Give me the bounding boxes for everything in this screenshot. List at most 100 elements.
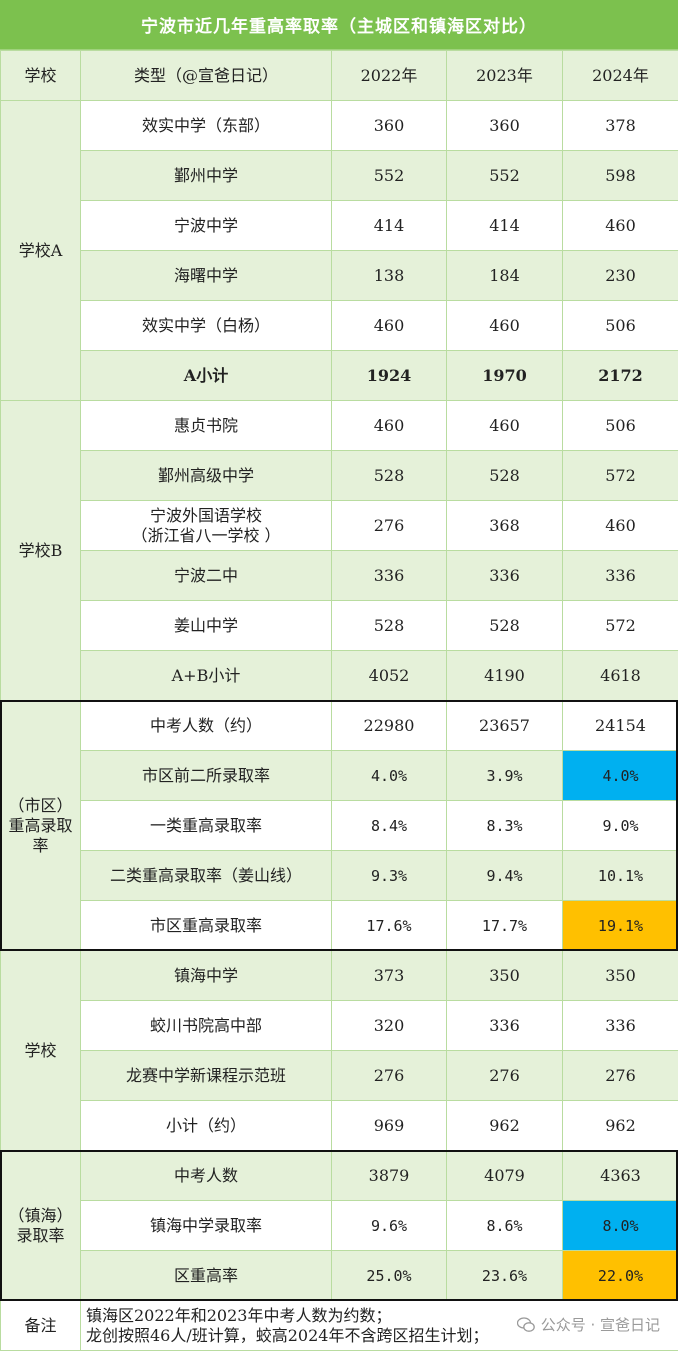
row-name: 蛟川书院高中部 xyxy=(80,1000,332,1051)
row-name: 市区重高录取率 xyxy=(80,900,332,951)
value-2024: 506 xyxy=(562,400,678,451)
value-2024: 2172 xyxy=(562,350,678,401)
row-name: 海曙中学 xyxy=(80,250,332,301)
value-2023: 962 xyxy=(446,1100,563,1151)
table-row: 学校A 效实中学（东部） 360 360 378 xyxy=(0,100,678,401)
header-2022: 2022年 xyxy=(331,50,447,101)
value-2022: 320 xyxy=(331,1000,447,1051)
table-row: （市区） 重高录取率 中考人数（约） 22980 23657 24154 xyxy=(0,700,678,951)
table-row: 海曙中学 138 184 230 xyxy=(1,250,678,301)
table-row: 区重高率 25.0% 23.6% 22.0% xyxy=(1,1250,678,1301)
row-name: 宁波二中 xyxy=(80,550,332,601)
header-school: 学校 xyxy=(0,50,81,101)
value-2023: 460 xyxy=(446,400,563,451)
value-2023: 3.9% xyxy=(446,750,563,801)
value-2022: 9.6% xyxy=(331,1200,447,1251)
table-row: 市区前二所录取率 4.0% 3.9% 4.0% xyxy=(1,750,678,801)
value-2023: 552 xyxy=(446,150,563,201)
group-label-b: 学校B xyxy=(0,400,81,701)
row-name: A小计 xyxy=(80,350,332,401)
value-2024-highlight: 4.0% xyxy=(562,750,678,801)
value-2023: 360 xyxy=(446,100,563,151)
value-2024: 4363 xyxy=(562,1150,678,1201)
table-row: 鄞州中学 552 552 598 xyxy=(1,150,678,201)
group-label-zhenhai-rate: （镇海） 录取率 xyxy=(0,1150,81,1301)
header-2023: 2023年 xyxy=(446,50,563,101)
value-2023: 336 xyxy=(446,550,563,601)
table-row: 学校B 惠贞书院 460 460 506 xyxy=(0,400,678,701)
table-row: 镇海中学录取率 9.6% 8.6% 8.0% xyxy=(1,1200,678,1251)
note-line1: 镇海区2022年和2023年中考人数为约数； xyxy=(86,1305,392,1325)
value-2024: 336 xyxy=(562,550,678,601)
row-name-line1: 宁波外国语学校 xyxy=(149,505,262,525)
value-2024: 350 xyxy=(562,950,678,1001)
value-2023: 184 xyxy=(446,250,563,301)
group-label-zhenhai-school: 学校 xyxy=(0,950,81,1151)
row-name: 市区前二所录取率 xyxy=(80,750,332,801)
table-row: 二类重高录取率（姜山线） 9.3% 9.4% 10.1% xyxy=(1,850,678,901)
value-2023: 8.3% xyxy=(446,800,563,851)
value-2024-highlight: 22.0% xyxy=(562,1250,678,1301)
page-title: 宁波市近几年重高率取率（主城区和镇海区对比） xyxy=(0,0,678,50)
value-2022: 17.6% xyxy=(331,900,447,951)
row-name-two-line: 宁波外国语学校 （浙江省八一学校 ） xyxy=(80,500,332,551)
row-name: 龙赛中学新课程示范班 xyxy=(80,1050,332,1101)
value-2023: 368 xyxy=(446,500,563,551)
value-2023: 460 xyxy=(446,300,563,351)
header-2024: 2024年 xyxy=(562,50,678,101)
table-row: 龙赛中学新课程示范班 276 276 276 xyxy=(1,1050,678,1101)
row-name: 镇海中学录取率 xyxy=(80,1200,332,1251)
value-2024: 378 xyxy=(562,100,678,151)
value-2022: 22980 xyxy=(331,700,447,751)
value-2023: 8.6% xyxy=(446,1200,563,1251)
table-row: 宁波二中 336 336 336 xyxy=(1,550,678,601)
row-name: 宁波中学 xyxy=(80,200,332,251)
table-row: 宁波中学 414 414 460 xyxy=(1,200,678,251)
value-2022: 373 xyxy=(331,950,447,1001)
value-2024: 230 xyxy=(562,250,678,301)
value-2022: 460 xyxy=(331,300,447,351)
group-label-city: （市区） 重高录取率 xyxy=(0,700,81,951)
watermark: 公众号 · 宣爸日记 xyxy=(516,1314,660,1335)
value-2024: 276 xyxy=(562,1050,678,1101)
row-name: 一类重高录取率 xyxy=(80,800,332,851)
table-row: 一类重高录取率 8.4% 8.3% 9.0% xyxy=(1,800,678,851)
value-2022: 528 xyxy=(331,450,447,501)
table-row: 学校 镇海中学 373 350 350 xyxy=(0,950,678,1151)
row-name: 中考人数（约） xyxy=(80,700,332,751)
value-2024-highlight: 8.0% xyxy=(562,1200,678,1251)
value-2023: 414 xyxy=(446,200,563,251)
value-2022: 4.0% xyxy=(331,750,447,801)
row-name: 姜山中学 xyxy=(80,600,332,651)
table-row: （镇海） 录取率 中考人数 3879 4079 4363 xyxy=(0,1150,678,1301)
value-2023: 350 xyxy=(446,950,563,1001)
value-2022: 25.0% xyxy=(331,1250,447,1301)
row-name: 效实中学（白杨） xyxy=(80,300,332,351)
header-type: 类型（@宣爸日记） xyxy=(80,50,332,101)
row-name: 鄞州中学 xyxy=(80,150,332,201)
row-name: 鄞州高级中学 xyxy=(80,450,332,501)
value-2024: 10.1% xyxy=(562,850,678,901)
value-2022: 360 xyxy=(331,100,447,151)
value-2022: 8.4% xyxy=(331,800,447,851)
value-2022: 4052 xyxy=(331,650,447,701)
city-label-line3: 率 xyxy=(32,835,49,855)
value-2023: 1970 xyxy=(446,350,563,401)
zhenhai-label-line2: 录取率 xyxy=(16,1225,65,1245)
admission-table: 学校 类型（@宣爸日记） 2022年 2023年 2024年 学校A 效实中学（… xyxy=(0,50,678,1351)
value-2023: 23657 xyxy=(446,700,563,751)
row-name: 惠贞书院 xyxy=(80,400,332,451)
row-name: 区重高率 xyxy=(80,1250,332,1301)
value-2023: 9.4% xyxy=(446,850,563,901)
value-2024-highlight: 19.1% xyxy=(562,900,678,951)
value-2024: 4618 xyxy=(562,650,678,701)
value-2022: 552 xyxy=(331,150,447,201)
value-2022: 276 xyxy=(331,500,447,551)
value-2024: 9.0% xyxy=(562,800,678,851)
value-2023: 4190 xyxy=(446,650,563,701)
city-label-line1: （市区） xyxy=(8,795,73,815)
value-2024: 460 xyxy=(562,200,678,251)
row-name: 效实中学（东部） xyxy=(80,100,332,151)
value-2023: 528 xyxy=(446,600,563,651)
